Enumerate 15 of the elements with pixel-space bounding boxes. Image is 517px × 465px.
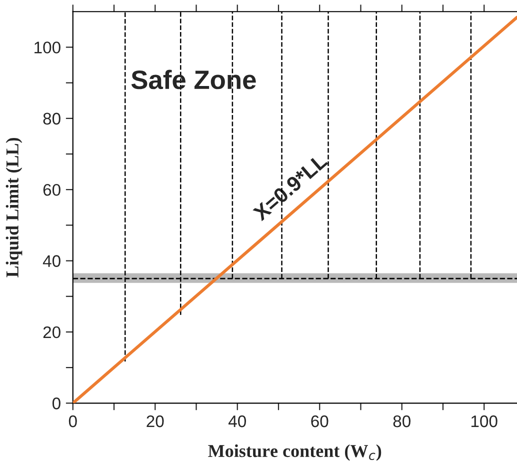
y-axis-title: Liquid Limit (LL) (6, 138, 22, 278)
y-tick-label: 0 (52, 398, 60, 410)
y-tick-label: 60 (43, 184, 60, 196)
x-tick-label: 0 (68, 415, 77, 428)
y-tick-label: 20 (43, 326, 60, 338)
x-tick-label: 40 (228, 415, 246, 428)
annotation: Safe Zone (131, 70, 256, 90)
x-tick-label: 20 (146, 415, 164, 428)
x-tick-label: 80 (393, 415, 410, 428)
y-tick-label: 80 (43, 112, 60, 125)
y-tick-label: 100 (34, 42, 60, 54)
x-tick-label: 100 (471, 415, 498, 428)
y-tick-label: 40 (42, 255, 60, 267)
x-axis-title: Moisture content (W$_{c}$) (208, 444, 382, 461)
x-tick-label: 60 (311, 415, 328, 428)
